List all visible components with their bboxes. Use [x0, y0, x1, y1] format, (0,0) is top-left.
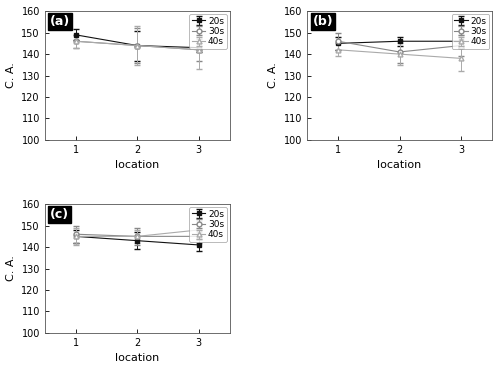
Legend: 20s, 30s, 40s: 20s, 30s, 40s [452, 14, 490, 49]
X-axis label: location: location [115, 160, 159, 170]
Legend: 20s, 30s, 40s: 20s, 30s, 40s [189, 207, 227, 242]
Text: (b): (b) [313, 15, 333, 28]
Legend: 20s, 30s, 40s: 20s, 30s, 40s [189, 14, 227, 49]
Y-axis label: C. A.: C. A. [6, 255, 16, 282]
Text: (a): (a) [50, 15, 71, 28]
Y-axis label: C. A.: C. A. [6, 62, 16, 89]
Text: (c): (c) [50, 208, 70, 221]
X-axis label: location: location [115, 353, 159, 363]
Y-axis label: C. A.: C. A. [268, 62, 278, 89]
X-axis label: location: location [378, 160, 422, 170]
